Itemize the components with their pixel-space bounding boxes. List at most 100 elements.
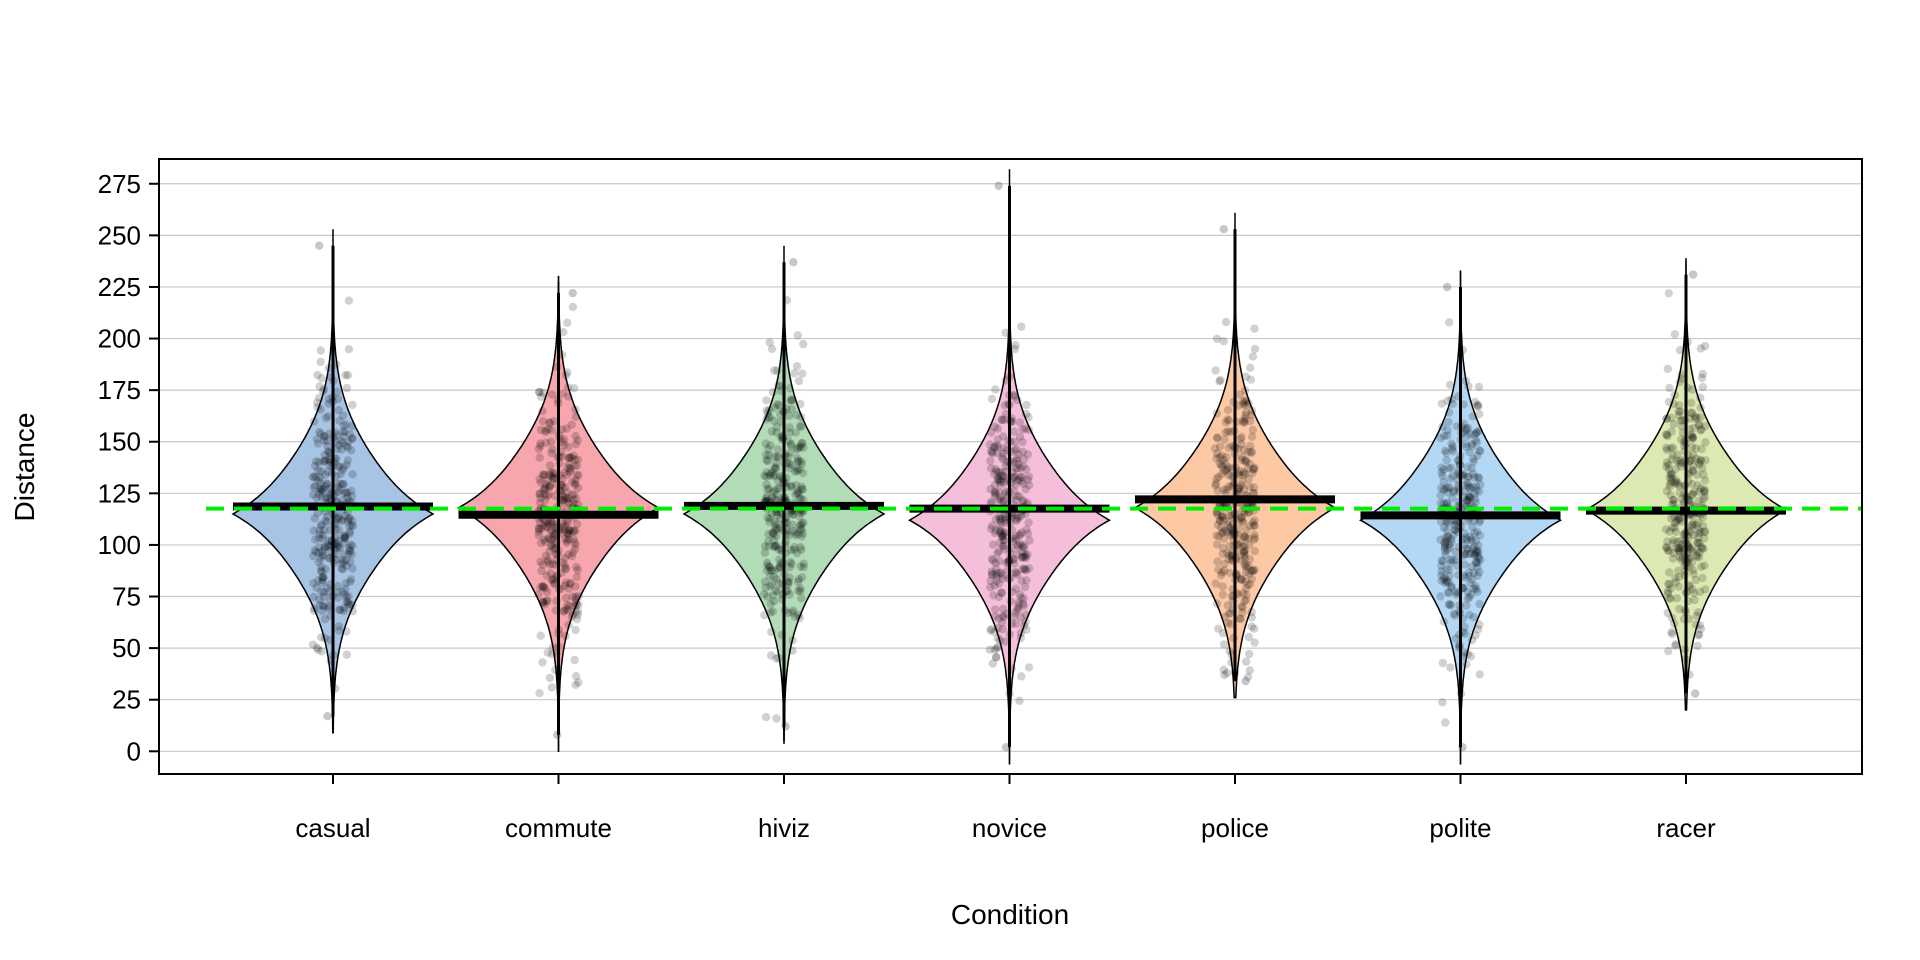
data-point: [334, 487, 343, 497]
data-point: [796, 562, 805, 571]
data-point: [557, 447, 566, 457]
data-point: [999, 415, 1009, 424]
data-point: [1700, 492, 1710, 502]
data-point: [1445, 600, 1454, 609]
data-point: [1240, 457, 1250, 466]
data-point: [1688, 450, 1698, 459]
data-point: [998, 415, 1007, 425]
data-point: [1684, 554, 1693, 563]
data-point: [788, 510, 798, 519]
data-point: [1467, 590, 1476, 599]
data-point: [1472, 546, 1482, 555]
data-point: [1463, 431, 1472, 441]
data-point: [1436, 491, 1445, 500]
data-point: [326, 525, 335, 535]
data-point: [347, 550, 356, 559]
data-point: [794, 611, 803, 620]
data-point: [1238, 542, 1248, 551]
data-point: [781, 518, 790, 527]
data-point: [1240, 596, 1249, 606]
data-point: [315, 529, 325, 539]
data-point: [1465, 532, 1475, 541]
data-point: [1474, 552, 1483, 561]
data-point: [1463, 587, 1472, 597]
data-point: [327, 537, 336, 546]
data-point: [534, 527, 544, 536]
data-point: [1449, 531, 1458, 540]
data-point: [1443, 396, 1452, 406]
data-point: [999, 604, 1008, 613]
data-point: [1694, 496, 1704, 505]
data-point: [538, 582, 548, 591]
data-point: [1236, 434, 1245, 444]
data-point: [1673, 478, 1682, 487]
data-point: [330, 458, 339, 467]
data-point: [990, 487, 999, 496]
data-point: [793, 577, 803, 587]
data-point: [1694, 421, 1704, 430]
data-point: [1473, 401, 1482, 411]
data-point: [1457, 471, 1467, 480]
data-point: [549, 469, 558, 478]
data-point: [773, 366, 782, 375]
data-point: [315, 382, 324, 391]
data-point: [1460, 573, 1470, 582]
data-point: [1464, 571, 1474, 580]
data-point: [1233, 469, 1243, 478]
data-point: [552, 571, 562, 580]
data-point: [1459, 583, 1468, 593]
data-point: [771, 463, 780, 472]
x-axis-title: Condition: [951, 899, 1069, 930]
data-point: [573, 607, 583, 616]
data-point: [320, 450, 329, 460]
data-point: [1670, 330, 1680, 339]
data-point: [1444, 578, 1453, 587]
data-point: [552, 571, 561, 580]
data-point: [785, 464, 794, 473]
data-point: [779, 479, 789, 488]
data-point: [556, 489, 566, 498]
data-point: [1665, 473, 1675, 482]
data-point: [537, 566, 546, 576]
data-point: [1692, 611, 1701, 620]
data-point: [1459, 549, 1469, 559]
data-point: [1024, 472, 1034, 481]
data-point: [1218, 582, 1227, 591]
data-point: [1463, 478, 1472, 488]
data-point: [1696, 484, 1705, 493]
data-point: [1470, 551, 1479, 560]
data-point: [1666, 594, 1675, 603]
data-point: [342, 561, 351, 571]
data-point: [782, 404, 791, 413]
data-point: [992, 564, 1001, 574]
data-point: [547, 683, 556, 692]
data-point: [1695, 548, 1704, 557]
data-point: [315, 427, 324, 437]
data-point: [1694, 533, 1703, 542]
data-point: [1670, 641, 1680, 650]
data-point: [345, 546, 354, 555]
data-point: [1230, 449, 1239, 458]
data-point: [1459, 487, 1469, 496]
data-point: [323, 512, 332, 521]
data-point: [1472, 482, 1481, 491]
data-point: [1668, 523, 1677, 532]
data-point: [776, 386, 786, 395]
data-point: [1217, 462, 1227, 471]
data-point: [547, 540, 556, 550]
data-point: [1700, 487, 1709, 497]
data-point: [996, 475, 1005, 484]
data-point: [550, 578, 559, 588]
data-point: [996, 480, 1005, 489]
data-point: [767, 509, 776, 518]
data-point: [325, 455, 335, 464]
data-point: [564, 453, 573, 463]
data-point: [347, 486, 356, 496]
data-point: [1455, 470, 1465, 480]
data-point: [309, 490, 318, 499]
data-point: [1463, 649, 1473, 659]
data-point: [548, 474, 557, 483]
data-point: [1470, 528, 1479, 538]
data-point: [1008, 537, 1018, 546]
data-point: [771, 586, 780, 595]
